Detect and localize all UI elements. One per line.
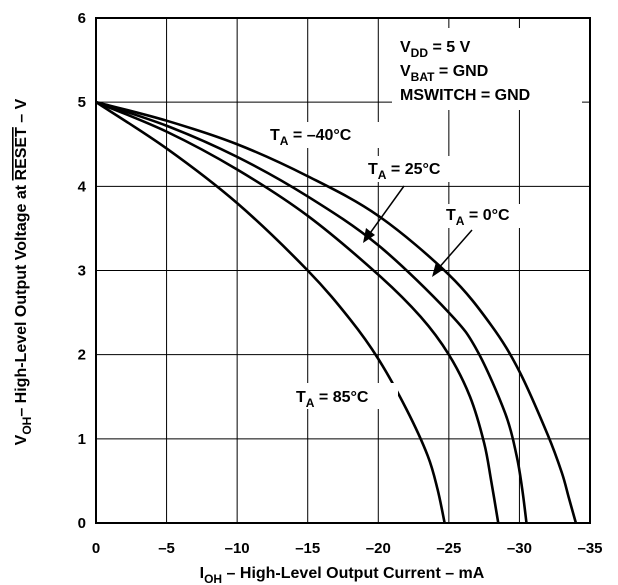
label-bg-0 (442, 204, 536, 228)
series-line-0 (95, 100, 578, 524)
y-tick-label: 1 (78, 431, 86, 448)
label-bg-25 (364, 156, 472, 182)
y-tick-label: 6 (78, 10, 86, 27)
x-tick-label: –20 (366, 540, 391, 557)
x-tick-label: –35 (577, 540, 602, 557)
y-tick-label: 4 (78, 178, 87, 195)
x-tick-label: –15 (295, 540, 320, 557)
curves (95, 100, 578, 524)
annotation-ta-minus40: TA = –40°C (270, 127, 352, 148)
y-tick-label: 5 (78, 94, 86, 111)
series-line-3 (95, 101, 446, 524)
annotation-ta-85: TA = 85°C (296, 389, 369, 410)
series-line-2 (95, 100, 500, 524)
x-axis-title: IOH – High-Level Output Current – mA (200, 565, 485, 585)
y-tick-label: 0 (78, 515, 86, 532)
conditions-background (392, 28, 582, 110)
y-axis-title: VOH– High-Level Output Voltage at RESET … (13, 98, 34, 445)
label-bg-85 (292, 383, 398, 409)
y-tick-label: 3 (78, 263, 86, 280)
x-tick-label: –10 (225, 540, 250, 557)
x-tick-label: –30 (507, 540, 532, 557)
condition-mswitch: MSWITCH = GND (400, 87, 530, 104)
condition-vdd: VDD = 5 V (400, 39, 471, 60)
y-tick-label: 2 (78, 347, 86, 364)
annotation-ta-0: TA = 0°C (446, 207, 510, 228)
arrow-25-head (363, 228, 375, 243)
y-tick-labels: 0 1 2 3 4 5 6 (78, 10, 87, 532)
x-tick-labels: 0 –5 –10 –15 –20 –25 –30 –35 (92, 540, 603, 557)
x-tick-label: 0 (92, 540, 100, 557)
arrow-25-line (367, 185, 405, 237)
arrow-0-head (432, 262, 444, 277)
plot-frame (95, 17, 591, 524)
annotation-ta-25: TA = 25°C (368, 161, 441, 182)
condition-vbat: VBAT = GND (400, 63, 488, 84)
x-tick-label: –5 (158, 540, 175, 557)
arrow-0-line (436, 229, 473, 271)
series-line-1 (95, 100, 528, 524)
x-tick-label: –25 (436, 540, 461, 557)
label-bg-minus40 (266, 122, 384, 148)
